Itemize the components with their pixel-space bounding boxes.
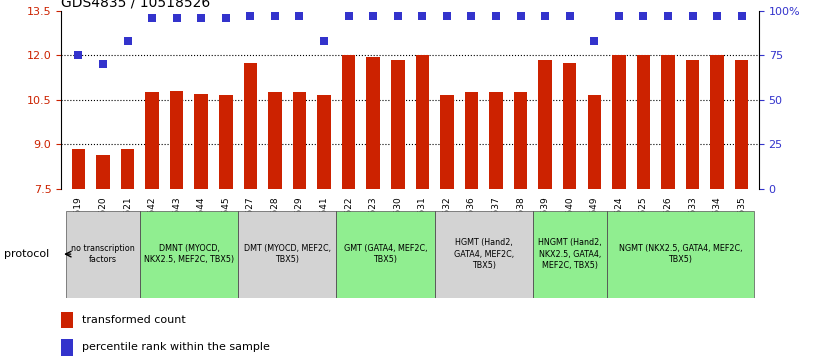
Text: HNGMT (Hand2,
NKX2.5, GATA4,
MEF2C, TBX5): HNGMT (Hand2, NKX2.5, GATA4, MEF2C, TBX5… — [538, 238, 601, 270]
Bar — [490, 93, 503, 189]
Text: no transcription
factors: no transcription factors — [71, 244, 135, 264]
Point — [96, 61, 109, 67]
Bar — [464, 93, 478, 189]
Point — [416, 13, 429, 19]
Bar — [661, 55, 675, 189]
Bar — [238, 211, 336, 298]
Point — [441, 13, 454, 19]
Bar — [606, 211, 754, 298]
Text: DMT (MYOCD, MEF2C,
TBX5): DMT (MYOCD, MEF2C, TBX5) — [244, 244, 330, 264]
Point — [121, 38, 134, 44]
Bar — [268, 93, 282, 189]
Point — [195, 15, 208, 21]
Text: GMT (GATA4, MEF2C,
TBX5): GMT (GATA4, MEF2C, TBX5) — [344, 244, 428, 264]
Point — [465, 13, 478, 19]
Point — [490, 13, 503, 19]
Point — [366, 13, 379, 19]
Point — [317, 38, 330, 44]
Bar — [711, 55, 724, 189]
Bar — [636, 55, 650, 189]
Bar — [66, 211, 140, 298]
Point — [539, 13, 552, 19]
Point — [170, 15, 183, 21]
Bar — [685, 60, 699, 189]
Point — [514, 13, 527, 19]
Bar — [539, 60, 552, 189]
Point — [612, 13, 625, 19]
Point — [711, 13, 724, 19]
Point — [588, 38, 601, 44]
Point — [145, 15, 158, 21]
Bar — [121, 149, 135, 189]
Bar — [244, 63, 257, 189]
Bar — [612, 55, 626, 189]
Text: DMNT (MYOCD,
NKX2.5, MEF2C, TBX5): DMNT (MYOCD, NKX2.5, MEF2C, TBX5) — [144, 244, 234, 264]
Bar — [415, 55, 429, 189]
Bar — [514, 93, 527, 189]
Bar — [194, 94, 208, 189]
Bar — [391, 60, 405, 189]
Bar — [219, 95, 233, 189]
Bar — [440, 95, 454, 189]
Text: protocol: protocol — [4, 249, 49, 259]
Point — [220, 15, 233, 21]
Bar — [72, 149, 85, 189]
Bar — [293, 93, 306, 189]
Point — [735, 13, 748, 19]
Bar — [61, 339, 73, 356]
Bar — [336, 211, 435, 298]
Text: HGMT (Hand2,
GATA4, MEF2C,
TBX5): HGMT (Hand2, GATA4, MEF2C, TBX5) — [454, 238, 514, 270]
Bar — [145, 93, 159, 189]
Bar — [170, 91, 184, 189]
Point — [72, 52, 85, 58]
Bar — [96, 155, 109, 189]
Point — [662, 13, 675, 19]
Point — [244, 13, 257, 19]
Bar — [140, 211, 238, 298]
Text: NGMT (NKX2.5, GATA4, MEF2C,
TBX5): NGMT (NKX2.5, GATA4, MEF2C, TBX5) — [619, 244, 742, 264]
Point — [268, 13, 282, 19]
Bar — [588, 95, 601, 189]
Point — [637, 13, 650, 19]
Point — [293, 13, 306, 19]
Bar — [563, 63, 576, 189]
Point — [342, 13, 355, 19]
Bar — [735, 60, 748, 189]
Text: transformed count: transformed count — [82, 315, 185, 325]
Bar — [61, 312, 73, 328]
Bar — [342, 55, 356, 189]
Point — [391, 13, 404, 19]
Bar — [366, 57, 380, 189]
Bar — [435, 211, 533, 298]
Bar — [533, 211, 606, 298]
Text: percentile rank within the sample: percentile rank within the sample — [82, 342, 269, 352]
Point — [563, 13, 576, 19]
Bar — [317, 95, 330, 189]
Point — [686, 13, 699, 19]
Text: GDS4835 / 10518526: GDS4835 / 10518526 — [61, 0, 211, 10]
